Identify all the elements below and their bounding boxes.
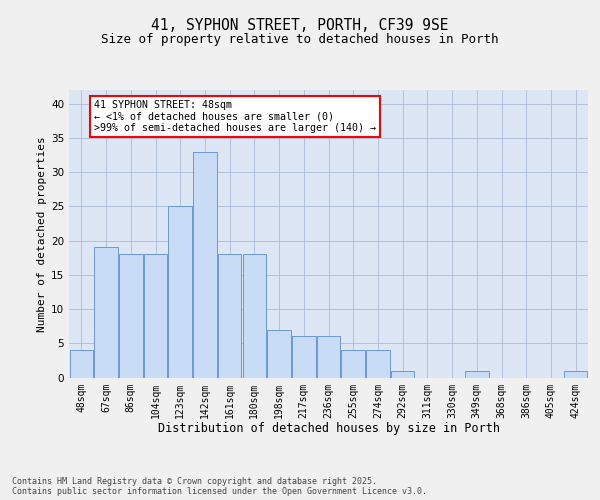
Bar	[193, 152, 217, 378]
Text: Contains HM Land Registry data © Crown copyright and database right 2025.
Contai: Contains HM Land Registry data © Crown c…	[12, 476, 427, 496]
Bar	[144, 254, 167, 378]
Bar	[218, 254, 241, 378]
Bar	[242, 254, 266, 378]
Bar	[268, 330, 291, 378]
X-axis label: Distribution of detached houses by size in Porth: Distribution of detached houses by size …	[157, 422, 499, 435]
Bar	[292, 336, 316, 378]
Y-axis label: Number of detached properties: Number of detached properties	[37, 136, 47, 332]
Bar	[317, 336, 340, 378]
Bar	[366, 350, 389, 378]
Bar	[169, 206, 192, 378]
Bar	[94, 248, 118, 378]
Text: 41 SYPHON STREET: 48sqm
← <1% of detached houses are smaller (0)
>99% of semi-de: 41 SYPHON STREET: 48sqm ← <1% of detache…	[94, 100, 376, 134]
Bar	[391, 370, 415, 378]
Text: 41, SYPHON STREET, PORTH, CF39 9SE: 41, SYPHON STREET, PORTH, CF39 9SE	[151, 18, 449, 32]
Bar	[564, 370, 587, 378]
Bar	[341, 350, 365, 378]
Bar	[119, 254, 143, 378]
Text: Size of property relative to detached houses in Porth: Size of property relative to detached ho…	[101, 32, 499, 46]
Bar	[70, 350, 93, 378]
Bar	[465, 370, 488, 378]
